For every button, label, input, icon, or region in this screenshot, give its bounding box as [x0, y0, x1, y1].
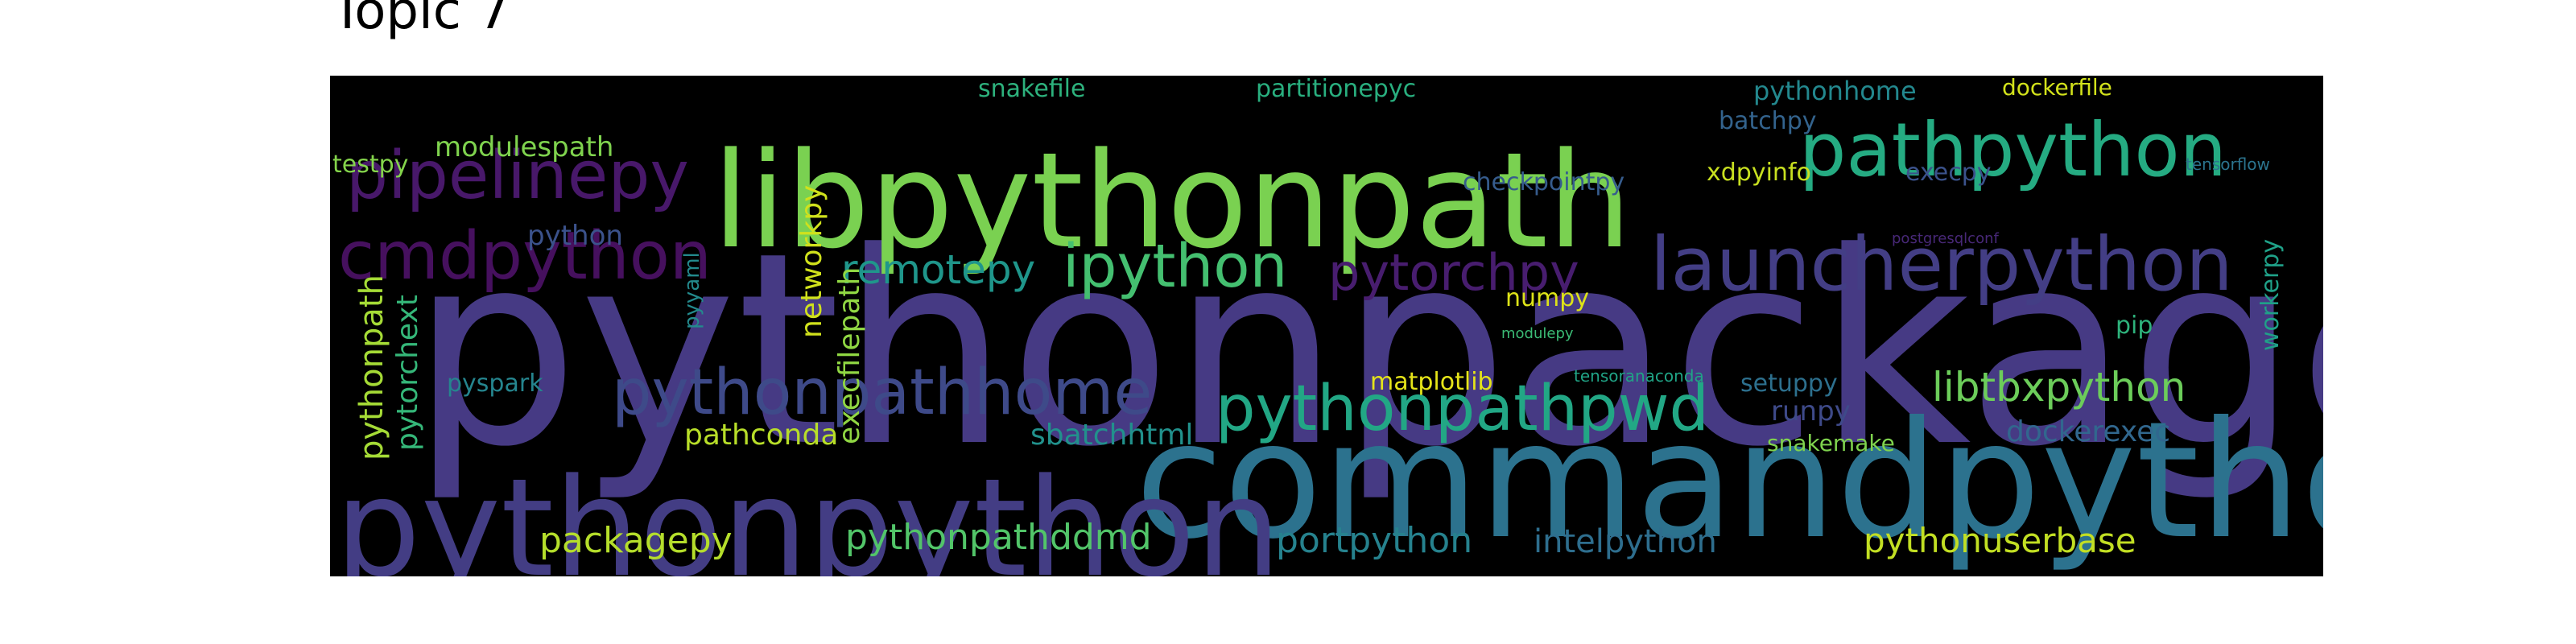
- word-cloud-word: ipython: [1063, 232, 1287, 301]
- word-cloud-word: pathconda: [684, 419, 838, 452]
- word-cloud-word: pythonhome: [1753, 76, 1917, 106]
- word-cloud-word: portpython: [1276, 520, 1472, 561]
- word-cloud-word: tensorflow: [2186, 155, 2270, 174]
- word-cloud-word: batchpy: [1719, 107, 1817, 135]
- word-cloud-word: pytorchpy: [1328, 243, 1579, 302]
- word-cloud-word: pathpython: [1799, 107, 2227, 193]
- word-cloud-word: checkpointpy: [1463, 168, 1624, 196]
- word-cloud-word: pyyaml: [680, 252, 704, 329]
- word-cloud-word: packagepy: [539, 520, 733, 561]
- word-cloud-word: intelpython: [1534, 523, 1717, 560]
- word-cloud-word: libtbxpython: [1932, 364, 2186, 411]
- word-cloud-word: partitionepyc: [1256, 76, 1416, 103]
- word-cloud-word: pythonpathddmd: [845, 517, 1152, 558]
- word-cloud-word: networkpy: [795, 185, 828, 338]
- word-cloud-word: cmdpython: [338, 218, 712, 295]
- word-cloud-word: pytorchext: [391, 295, 424, 451]
- word-cloud-word: launcherpython: [1650, 221, 2233, 308]
- word-cloud-word: libpythonpath: [712, 124, 1632, 278]
- word-cloud-word: pythonpathpwd: [1216, 373, 1709, 445]
- word-cloud-word: pipelinepy: [346, 138, 689, 214]
- word-cloud-word: snakemake: [1767, 430, 1895, 456]
- word-cloud-word: remotepy: [841, 246, 1035, 293]
- word-cloud-word: sbatchhtml: [1030, 419, 1193, 452]
- word-cloud-word: dockerfile: [2002, 76, 2112, 101]
- word-cloud-word: commandpython: [1135, 387, 2323, 575]
- word-cloud-word: numpy: [1505, 284, 1589, 312]
- word-cloud-word: setuppy: [1740, 369, 1838, 398]
- word-cloud-background: [330, 76, 2323, 576]
- word-cloud-word: snakefile: [978, 76, 1085, 103]
- word-cloud-word: pyspark: [447, 369, 543, 398]
- word-cloud-word: pythonpython: [335, 449, 1281, 576]
- word-cloud-word: modulepy: [1501, 325, 1574, 342]
- word-cloud-word: pythonpathhome: [612, 357, 1152, 429]
- word-cloud-word: xdpyinfo: [1707, 159, 1811, 187]
- word-cloud-word: pip: [2116, 312, 2153, 340]
- word-cloud-word: testpy: [332, 151, 408, 179]
- word-cloud-word: python: [527, 220, 623, 252]
- word-cloud-word: workerpy: [2256, 239, 2285, 351]
- word-cloud-word: execfilepath: [833, 267, 866, 444]
- word-cloud-word: pythonpath: [353, 275, 390, 460]
- word-cloud-word: postgresqlconf: [1892, 230, 2000, 247]
- word-cloud-word: matplotlib: [1370, 368, 1493, 396]
- word-cloud: pythonpackagescommandpythonpythonpython l…: [330, 76, 2323, 576]
- word-cloud-word: runpy: [1771, 395, 1851, 427]
- figure-title: Topic 7: [332, 0, 511, 41]
- word-cloud-word: dockerexec: [2006, 415, 2170, 448]
- word-cloud-word: tensoranaconda: [1574, 366, 1704, 386]
- word-cloud-word: pythonuserbase: [1864, 521, 2136, 560]
- word-cloud-word: modulespath: [435, 131, 613, 163]
- word-cloud-word: execpy: [1905, 159, 1992, 187]
- word-cloud-word: pythonpackages: [411, 196, 2323, 505]
